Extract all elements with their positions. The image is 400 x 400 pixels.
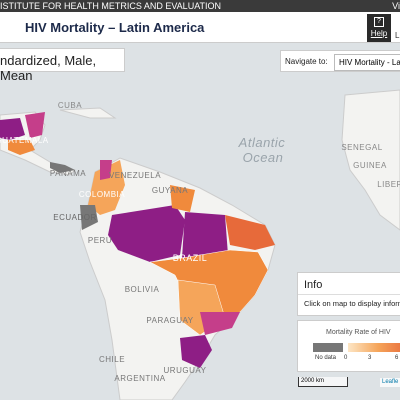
navigate-box: Navigate to: HIV Mortality - Latin [280, 50, 400, 72]
legend-tick: 6 [395, 355, 399, 361]
region [25, 112, 45, 138]
legend-title: Mortality Rate of HIV [326, 329, 391, 336]
color-ramp [348, 343, 400, 352]
info-title: Info [304, 279, 323, 291]
no-data-swatch [313, 343, 343, 352]
info-panel: Info Click on map to display inform [297, 272, 400, 316]
app-title: HIV Mortality – Latin America [25, 20, 205, 35]
region [50, 162, 75, 173]
header: HIV Mortality – Latin America ? Help L [0, 12, 400, 43]
region [80, 205, 98, 230]
region [8, 140, 35, 155]
legend-panel: Mortality Rate of HIV No data 0 3 6 [297, 320, 400, 372]
navigate-label: Navigate to: [285, 57, 328, 66]
region [182, 212, 228, 258]
region [170, 185, 195, 212]
help-label: Help [370, 29, 388, 38]
top-link[interactable]: Vi [392, 1, 400, 11]
help-button[interactable]: ? Help [367, 14, 391, 42]
legend-tick: 0 [344, 355, 348, 361]
region [0, 118, 25, 140]
no-data-label: No data [315, 355, 337, 361]
legend-tick: 3 [368, 355, 372, 361]
info-text: Click on map to display inform [304, 299, 400, 308]
org-name: ISTITUTE FOR HEALTH METRICS AND EVALUATI… [0, 1, 222, 11]
region [108, 205, 185, 262]
cuba [59, 107, 117, 119]
africa [341, 89, 400, 231]
subtitle-box: ndardized, Male, Mean [0, 48, 125, 83]
top-bar: ISTITUTE FOR HEALTH METRICS AND EVALUATI… [0, 0, 400, 12]
subtitle: ndardized, Male, Mean [0, 53, 97, 83]
region [100, 160, 112, 180]
region [200, 312, 240, 335]
navigate-select[interactable]: HIV Mortality - Latin [334, 54, 400, 71]
scale-bar: 2000 km [298, 377, 348, 387]
region [88, 160, 125, 215]
region [225, 215, 275, 250]
header-link[interactable]: L [395, 31, 400, 40]
attribution[interactable]: Leafle [380, 378, 400, 387]
region [180, 335, 212, 368]
